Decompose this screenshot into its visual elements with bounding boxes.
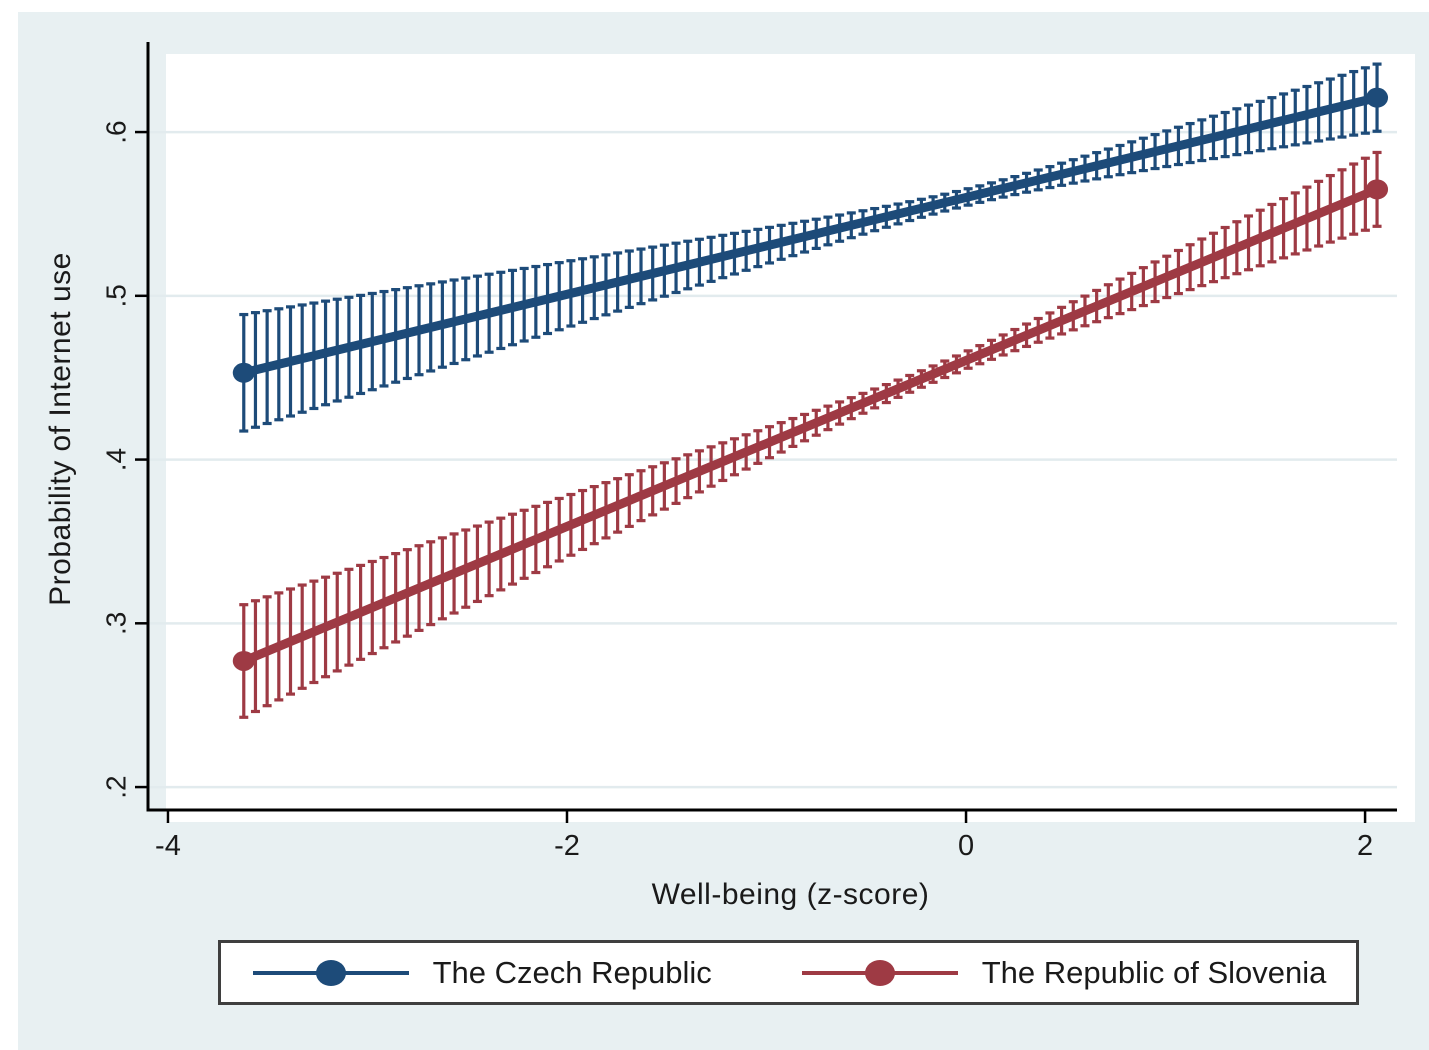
y-tick-label: .4	[100, 448, 131, 471]
legend-label-czech-republic: The Czech Republic	[432, 954, 712, 990]
series-end-marker	[1366, 179, 1389, 200]
series-line-1	[239, 184, 1382, 666]
x-axis-title: Well-being (z-score)	[651, 878, 930, 911]
y-axis-title: Probability of Internet use	[44, 252, 77, 606]
chart-svg: .2 .3 .4 .5 .6 -4 -2 0 2	[100, 42, 1397, 862]
series-start-marker	[232, 650, 255, 671]
y-tick-label: .5	[100, 284, 131, 307]
legend-swatch-slovenia-line-marker-icon	[801, 959, 958, 986]
y-tick-label: .6	[100, 120, 131, 143]
series-line-0	[239, 93, 1382, 378]
y-tick-label: .2	[100, 775, 131, 798]
legend-box: The Czech Republic The Republic of Slove…	[218, 940, 1359, 1005]
figure-background: .2 .3 .4 .5 .6 -4 -2 0 2 Probability of Internet…	[18, 12, 1429, 1050]
series-start-marker	[232, 362, 255, 383]
x-tick-label: -4	[155, 830, 181, 862]
x-tick-label: 2	[1357, 830, 1373, 862]
x-tick-label: 0	[958, 830, 974, 862]
x-tick-label: -2	[554, 830, 580, 862]
legend-item-czech-republic: The Czech Republic	[251, 955, 712, 991]
legend-label-slovenia: The Republic of Slovenia	[981, 954, 1327, 990]
y-tick-label: .3	[100, 612, 131, 635]
legend-item-slovenia: The Republic of Slovenia	[800, 954, 1327, 991]
series-end-marker	[1366, 87, 1389, 108]
legend-swatch-czech-line-marker-icon	[252, 959, 409, 986]
